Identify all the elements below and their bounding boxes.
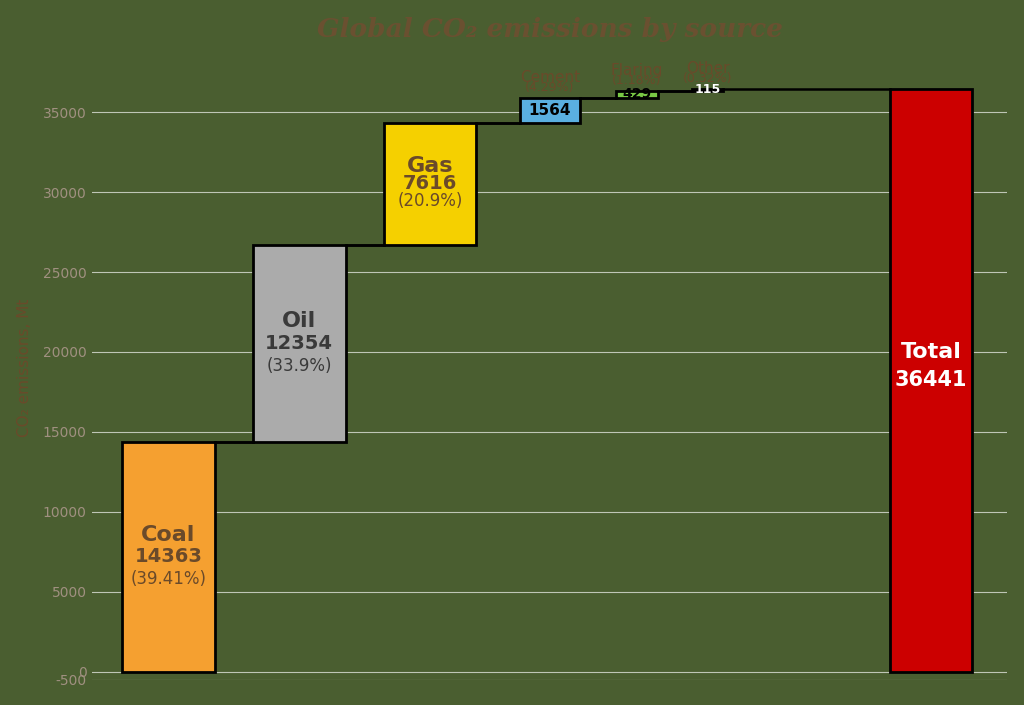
Bar [890, 89, 972, 672]
Text: Cement: Cement [520, 70, 580, 85]
Text: (20.9%): (20.9%) [397, 192, 463, 210]
Text: 1564: 1564 [528, 103, 571, 118]
Bar [520, 98, 580, 123]
Bar [253, 245, 345, 442]
Text: 36441: 36441 [895, 370, 968, 391]
Text: Total: Total [901, 342, 962, 362]
Text: 12354: 12354 [265, 334, 333, 352]
Bar [616, 91, 657, 98]
Text: 14363: 14363 [134, 548, 203, 567]
Title: Global CO₂ emissions by source: Global CO₂ emissions by source [316, 17, 782, 42]
Y-axis label: CO₂ emissions, Mt: CO₂ emissions, Mt [16, 299, 32, 437]
Text: Other: Other [686, 61, 729, 76]
Text: Coal: Coal [141, 525, 196, 544]
Text: 429: 429 [623, 87, 651, 102]
Text: (33.9%): (33.9%) [266, 357, 332, 375]
Text: Oil: Oil [282, 311, 316, 331]
Text: (1.18%): (1.18%) [612, 74, 662, 87]
Text: (0.32%): (0.32%) [683, 72, 732, 85]
Bar [384, 123, 476, 245]
Bar [692, 89, 723, 91]
Text: 115: 115 [694, 83, 721, 97]
Text: (4.29%): (4.29%) [525, 81, 574, 94]
Text: 7616: 7616 [402, 174, 457, 193]
Text: Gas: Gas [407, 156, 454, 176]
Text: (39.41%): (39.41%) [130, 570, 207, 589]
Text: Flaring: Flaring [610, 63, 664, 78]
Bar [122, 442, 215, 672]
